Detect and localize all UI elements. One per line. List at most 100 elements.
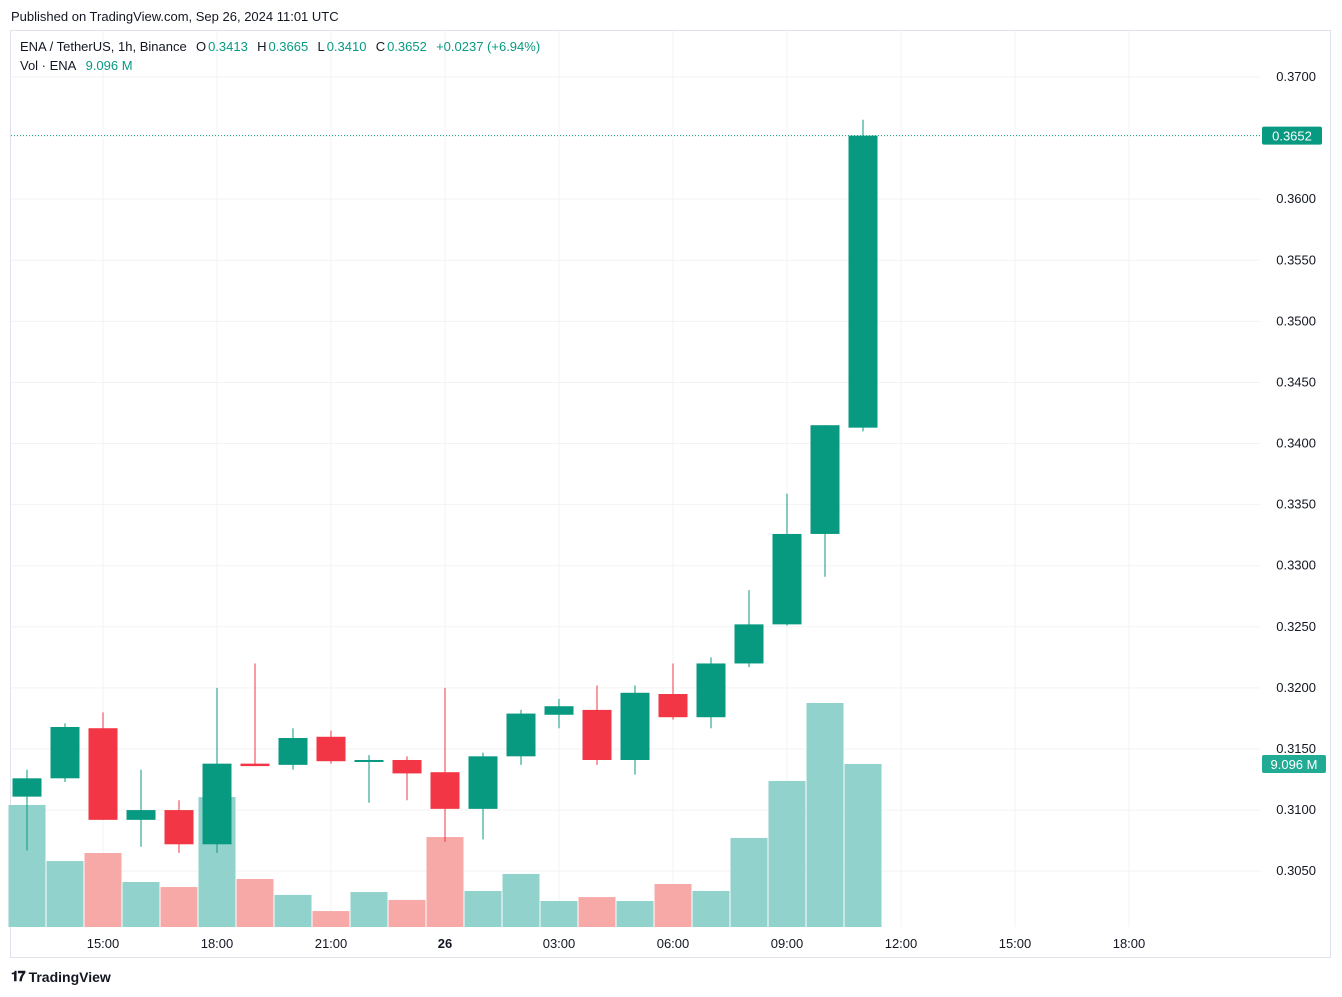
- price-tick-label: 0.3600: [1276, 191, 1316, 206]
- footer-brand[interactable]: 𝟏𝟕 TradingView: [11, 968, 111, 985]
- price-tick-label: 0.3300: [1276, 558, 1316, 573]
- candle-body: [772, 533, 802, 625]
- candle-body: [468, 756, 498, 809]
- time-tick-label: 18:00: [1113, 936, 1146, 951]
- volume-bar: [84, 852, 122, 927]
- time-tick-label: 12:00: [885, 936, 918, 951]
- candle: [12, 769, 42, 851]
- candle-body: [430, 772, 460, 809]
- last-price-label: 0.3652: [1272, 129, 1312, 144]
- volume-bar: [844, 763, 882, 927]
- price-tick-label: 0.3050: [1276, 863, 1316, 878]
- candle-body: [810, 425, 840, 534]
- symbol-title[interactable]: ENA / TetherUS, 1h, Binance: [20, 39, 187, 54]
- candle-body: [50, 726, 80, 779]
- candle: [544, 698, 574, 729]
- volume-bar: [274, 894, 312, 927]
- volume-bar: [312, 911, 350, 927]
- candle-body: [506, 713, 536, 757]
- candle-body: [696, 663, 726, 718]
- candle-body: [658, 694, 688, 718]
- candle: [164, 800, 194, 853]
- candle: [658, 663, 688, 720]
- candle: [506, 709, 536, 765]
- ohlc-legend: ENA / TetherUS, 1h, Binance O 0.3413 H 0.3…: [20, 39, 542, 54]
- candle: [772, 493, 802, 626]
- volume-bar: [122, 882, 160, 927]
- tradingview-logo-icon: 𝟏𝟕: [11, 968, 26, 984]
- price-tick-label: 0.3500: [1276, 313, 1316, 328]
- candle: [354, 755, 384, 803]
- price-tick-label: 0.3200: [1276, 680, 1316, 695]
- time-tick-label: 15:00: [87, 936, 120, 951]
- candle-body: [620, 692, 650, 760]
- volume-legend: Vol · ENA 9.096 M: [20, 58, 135, 73]
- candle: [392, 756, 422, 801]
- time-tick-label: 06:00: [657, 936, 690, 951]
- high-label: H: [257, 39, 267, 54]
- volume-bar: [502, 873, 540, 927]
- close-value: 0.3652: [387, 39, 427, 54]
- volume-bar: [654, 883, 692, 927]
- candle: [202, 687, 232, 853]
- volume-bar: [160, 887, 198, 927]
- price-tick-label: 0.3250: [1276, 619, 1316, 634]
- candle-body: [354, 759, 384, 762]
- price-tick-label: 0.3150: [1276, 741, 1316, 756]
- last-price-badge: [1262, 126, 1322, 145]
- time-tick-label: 15:00: [999, 936, 1032, 951]
- volume-bar: [236, 878, 274, 927]
- last-volume-badge: [1262, 754, 1326, 773]
- change-value: +0.0237 (+6.94%): [436, 39, 541, 54]
- volume-bar: [464, 890, 502, 927]
- low-label: L: [317, 39, 325, 54]
- volume-bar: [426, 837, 464, 927]
- candle-body: [202, 763, 232, 845]
- candle: [278, 728, 308, 770]
- open-label: O: [195, 39, 207, 54]
- time-tick-label: 26: [438, 936, 452, 951]
- candle: [810, 425, 840, 577]
- volume-bar: [768, 780, 806, 927]
- volume-bar: [578, 897, 616, 927]
- last-value-markers: 0.3652 9.096 M: [11, 126, 1326, 773]
- candle: [696, 657, 726, 729]
- candle-body: [240, 763, 270, 767]
- high-value: 0.3665: [268, 39, 309, 54]
- price-tick-label: 0.3350: [1276, 497, 1316, 512]
- close-label: C: [375, 39, 386, 54]
- candle: [468, 752, 498, 840]
- grid-lines: [11, 31, 1260, 927]
- last-volume-label: 9.096 M: [1271, 757, 1318, 772]
- candle-body: [12, 778, 42, 797]
- candle: [240, 663, 270, 767]
- candle-body: [392, 759, 422, 774]
- candle: [582, 685, 612, 765]
- price-axis: 0.3700 0.3600 0.3550 0.3500 0.3450 0.3400 0.33…: [1276, 69, 1316, 878]
- volume-bar: [806, 703, 844, 927]
- candle-body: [848, 135, 878, 428]
- candle-body: [582, 709, 612, 760]
- candle-body: [734, 624, 764, 664]
- candles: [12, 119, 878, 853]
- chart-frame: [10, 30, 1331, 958]
- candle: [848, 119, 878, 432]
- volume-value: 9.096 M: [85, 58, 133, 73]
- low-value: 0.3410: [326, 39, 367, 54]
- price-tick-label: 0.3450: [1276, 374, 1316, 389]
- candle: [620, 685, 650, 775]
- volume-label[interactable]: Vol · ENA: [20, 58, 77, 73]
- price-tick-label: 0.3400: [1276, 436, 1316, 451]
- candle: [50, 723, 80, 782]
- volume-bar: [616, 901, 654, 927]
- candle-body: [316, 736, 346, 762]
- price-tick-label: 0.3100: [1276, 802, 1316, 817]
- volume-bar: [692, 890, 730, 927]
- volume-bars: [8, 703, 882, 927]
- volume-bar: [46, 861, 84, 927]
- time-tick-label: 03:00: [543, 936, 576, 951]
- brand-name: TradingView: [28, 968, 111, 985]
- candle: [126, 769, 156, 847]
- candle-body: [164, 810, 194, 845]
